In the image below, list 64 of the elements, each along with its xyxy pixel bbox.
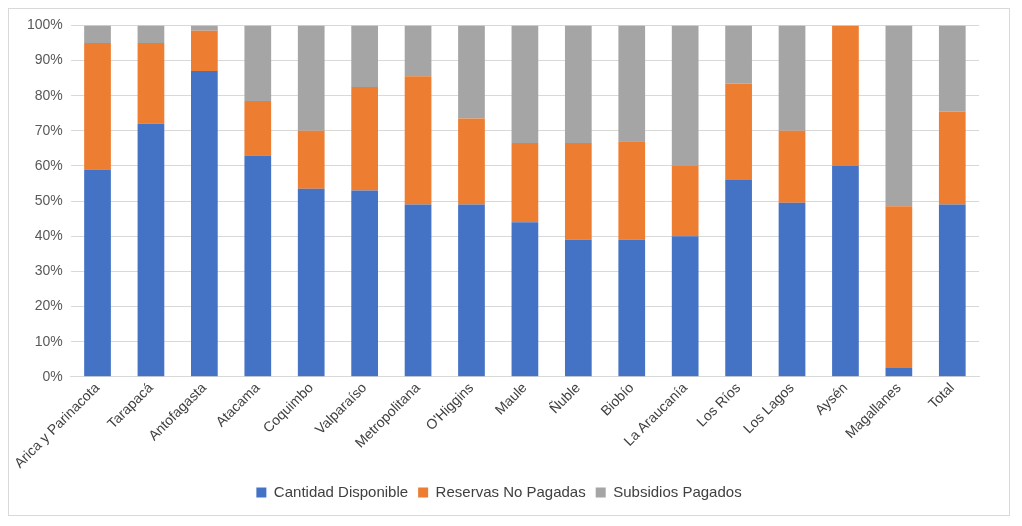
bar — [244, 100, 272, 156]
bar — [297, 130, 325, 189]
bar — [778, 202, 806, 377]
bar — [351, 86, 378, 191]
bar — [458, 118, 485, 205]
bar — [404, 204, 432, 377]
bar — [725, 83, 752, 181]
bar — [84, 25, 111, 43]
bar — [725, 180, 752, 377]
y-tick-label: 40% — [34, 227, 63, 244]
y-tick-label: 50% — [34, 191, 63, 208]
bar — [938, 25, 966, 112]
bar — [671, 165, 699, 237]
y-tick-label: 10% — [34, 332, 63, 349]
y-tick-label: 100% — [26, 16, 63, 33]
bar — [618, 141, 646, 240]
bar — [671, 236, 699, 377]
bar — [885, 206, 913, 368]
bar — [84, 42, 111, 170]
y-tick-label: 90% — [34, 51, 63, 68]
y-tick-label: 0% — [42, 367, 63, 384]
bar — [511, 143, 539, 223]
bar — [885, 25, 913, 207]
bar — [244, 155, 272, 377]
y-tick-label: 60% — [34, 156, 63, 173]
bar — [351, 190, 378, 377]
bar — [618, 239, 646, 377]
bar — [458, 204, 485, 377]
bar — [725, 25, 752, 84]
bar — [832, 165, 859, 377]
legend-label: Cantidad Disponible — [273, 482, 409, 500]
bar — [191, 25, 218, 31]
legend-label: Subsidios Pagados — [613, 482, 742, 500]
bar — [511, 25, 539, 144]
bar — [458, 25, 485, 119]
y-tick-label: 80% — [34, 86, 63, 103]
bar — [137, 42, 165, 124]
bar — [564, 25, 592, 144]
bar — [84, 169, 111, 377]
bar — [191, 30, 218, 72]
bar — [885, 368, 913, 377]
bar — [938, 204, 966, 377]
bar — [618, 25, 646, 142]
y-tick-label: 20% — [34, 297, 63, 314]
bar — [778, 25, 806, 131]
bar — [297, 25, 325, 131]
bar — [938, 111, 966, 205]
y-tick-label: 70% — [34, 121, 63, 138]
bar — [778, 130, 806, 203]
bar — [564, 239, 592, 377]
bar — [244, 25, 272, 101]
bar — [832, 25, 859, 166]
bar — [137, 25, 165, 43]
bar — [191, 71, 218, 377]
bar — [404, 76, 432, 205]
bar — [351, 25, 378, 87]
bar — [564, 143, 592, 240]
bar — [404, 25, 432, 77]
bar — [297, 188, 325, 377]
legend-label: Reservas No Pagadas — [435, 482, 586, 500]
y-tick-label: 30% — [34, 262, 63, 279]
bar — [511, 222, 539, 377]
bar — [137, 123, 165, 377]
bar — [671, 25, 699, 166]
